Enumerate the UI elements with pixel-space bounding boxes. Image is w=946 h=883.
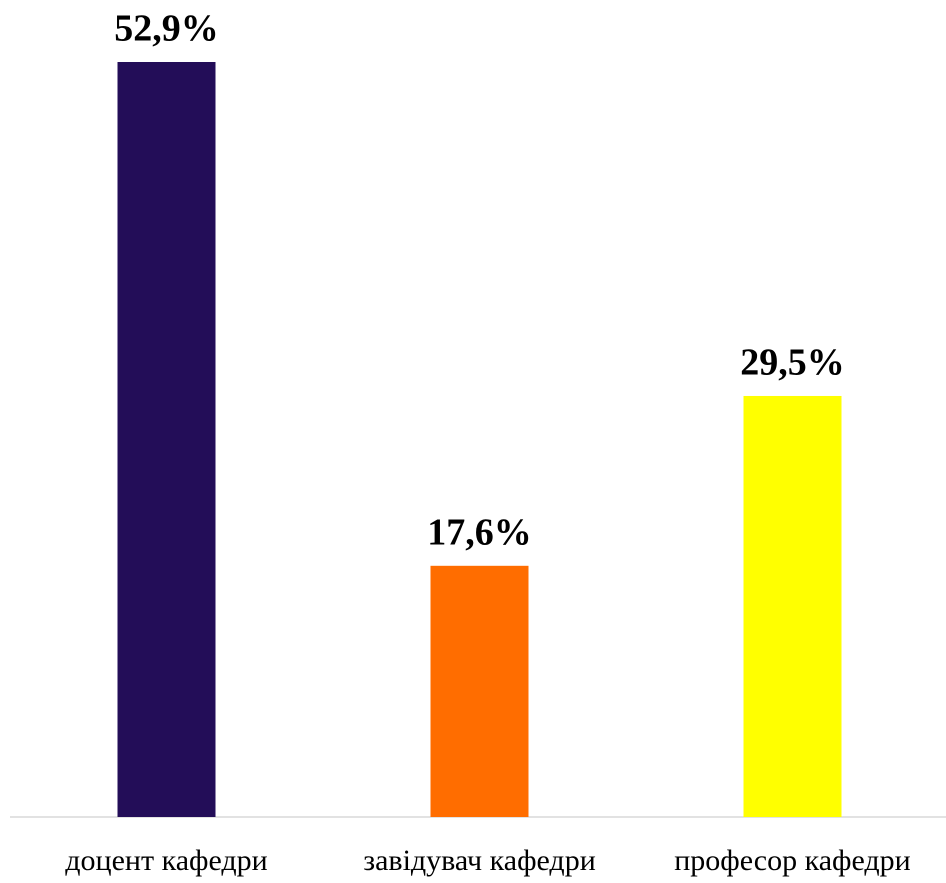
bar — [117, 62, 216, 817]
x-tick-label: завідувач кафедри — [363, 844, 596, 877]
x-tick-label: професор кафедри — [674, 844, 910, 877]
value-label: 52,9% — [114, 8, 219, 50]
bar — [743, 395, 842, 817]
value-label: 17,6% — [427, 512, 532, 554]
bar — [430, 565, 529, 817]
value-label: 29,5% — [740, 342, 845, 384]
x-tick-label: доцент кафедри — [65, 844, 267, 877]
